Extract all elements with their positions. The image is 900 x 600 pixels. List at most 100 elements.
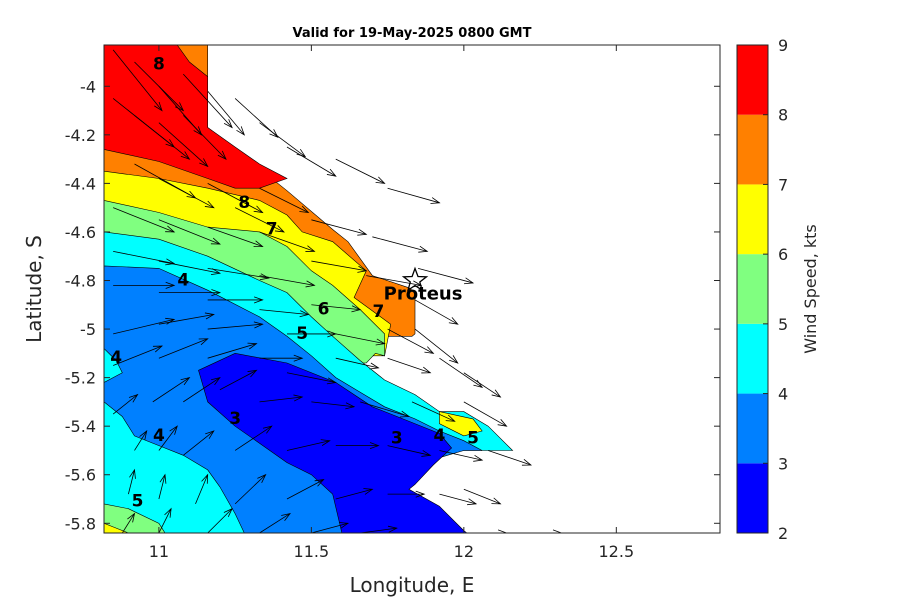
wind-vector	[207, 90, 246, 136]
wind-vector	[128, 468, 136, 495]
wind-vector	[335, 158, 386, 184]
wind-vector	[414, 299, 459, 325]
contour-label: 4	[434, 426, 446, 446]
wind-vector	[183, 430, 215, 456]
wind-vector	[259, 309, 310, 318]
wind-vector	[152, 376, 191, 403]
wind-vector	[439, 493, 478, 506]
wind-vector	[158, 338, 209, 359]
wind-vector	[207, 342, 258, 359]
wind-vector	[158, 219, 221, 245]
wind-vector	[112, 393, 139, 415]
wind-vector	[183, 115, 227, 160]
contour-region-6	[439, 411, 483, 437]
y-tick-label: -4.6	[65, 223, 96, 242]
wind-vector	[259, 512, 292, 533]
y-tick-label: -4.2	[65, 126, 96, 145]
colorbar-band-2	[737, 463, 768, 533]
wind-vector	[286, 372, 337, 385]
wind-vector	[158, 178, 215, 209]
contour-label: 5	[132, 491, 144, 511]
x-tick-label: 11.5	[294, 542, 330, 561]
y-tick-label: -5	[80, 320, 96, 339]
wind-vector	[259, 394, 304, 403]
wind-vector	[158, 289, 222, 297]
wind-vector	[463, 488, 502, 505]
contour-label: 7	[373, 302, 385, 322]
wind-vector	[207, 321, 264, 330]
contour-label: 5	[467, 428, 479, 448]
wind-vector	[387, 445, 432, 457]
colorbar-tick-label: 8	[778, 106, 788, 125]
wind-vector	[463, 372, 502, 398]
wind-vector	[439, 450, 484, 462]
wind-vector	[112, 49, 163, 112]
contour-label: 3	[229, 409, 241, 429]
wind-vector	[259, 354, 304, 362]
wind-vector	[512, 529, 563, 533]
contour-label: 8	[238, 193, 250, 213]
colorbar-frame	[736, 44, 769, 534]
wind-vector	[463, 401, 508, 427]
contour-label: 4	[153, 426, 165, 446]
colorbar-tick-label: 4	[778, 385, 788, 404]
wind-vector	[158, 260, 222, 275]
wind-vector	[113, 207, 176, 233]
contour-region-4	[104, 348, 123, 383]
wind-vectors	[112, 49, 563, 533]
wind-vector	[488, 450, 533, 466]
wind-vector	[360, 401, 411, 418]
wind-vector	[234, 207, 285, 233]
wind-vector	[387, 357, 432, 374]
wind-vector	[113, 281, 176, 289]
y-axis: -4 -4.2 -4.4 -4.6 -4.8 -5 -5.2 -5.4 -5.6 -5.8	[65, 77, 720, 533]
colorbar-band-6	[737, 184, 768, 255]
wind-vector	[182, 73, 233, 129]
wind-vector	[311, 260, 368, 273]
wind-vector	[158, 473, 167, 500]
wind-vector	[259, 231, 316, 252]
wind-vector	[134, 115, 191, 160]
wind-vector	[463, 529, 508, 533]
wind-vector	[259, 275, 316, 288]
wind-vector	[207, 183, 264, 214]
wind-vector	[387, 328, 435, 354]
chart-title: Valid for 19-May-2025 0800 GMT	[293, 26, 532, 41]
colorbar-tick-label: 6	[778, 245, 788, 264]
contour-label: 5	[296, 324, 308, 344]
wind-vector	[286, 146, 337, 177]
y-tick-label: -5.8	[65, 514, 96, 533]
wind-vector	[195, 473, 209, 505]
wind-vector	[311, 304, 362, 313]
wind-vector	[387, 187, 441, 204]
wind-vector	[158, 312, 215, 325]
wind-vector	[411, 401, 456, 422]
wind-vector	[360, 525, 398, 533]
contour-region-6	[104, 522, 129, 533]
colorbar-tick-label: 7	[778, 175, 788, 194]
wind-vector	[335, 442, 380, 450]
wind-vector	[207, 296, 264, 304]
marker-layer: Proteus	[384, 266, 462, 305]
y-tick-label: -4.8	[65, 272, 96, 291]
y-tick-label: -5.4	[65, 417, 96, 436]
x-tick-label: 11	[149, 542, 169, 561]
contour-region-5	[104, 503, 166, 533]
x-tick-label: 12	[454, 542, 474, 561]
colorbar-tick-label: 2	[778, 524, 788, 543]
contour-label: 6	[318, 300, 330, 320]
wind-vector	[311, 522, 350, 533]
wind-vector	[183, 376, 221, 403]
wind-vector	[158, 507, 172, 533]
y-axis-label: Latitude, S	[22, 235, 46, 343]
colorbar-band-8	[737, 45, 768, 115]
wind-vector	[121, 512, 136, 533]
contour-label: 4	[177, 271, 189, 291]
x-tick-label: 12.5	[599, 542, 635, 561]
star-icon	[401, 266, 429, 292]
wind-vector	[207, 267, 270, 281]
wind-vector	[234, 425, 273, 451]
wind-vector	[259, 187, 310, 214]
